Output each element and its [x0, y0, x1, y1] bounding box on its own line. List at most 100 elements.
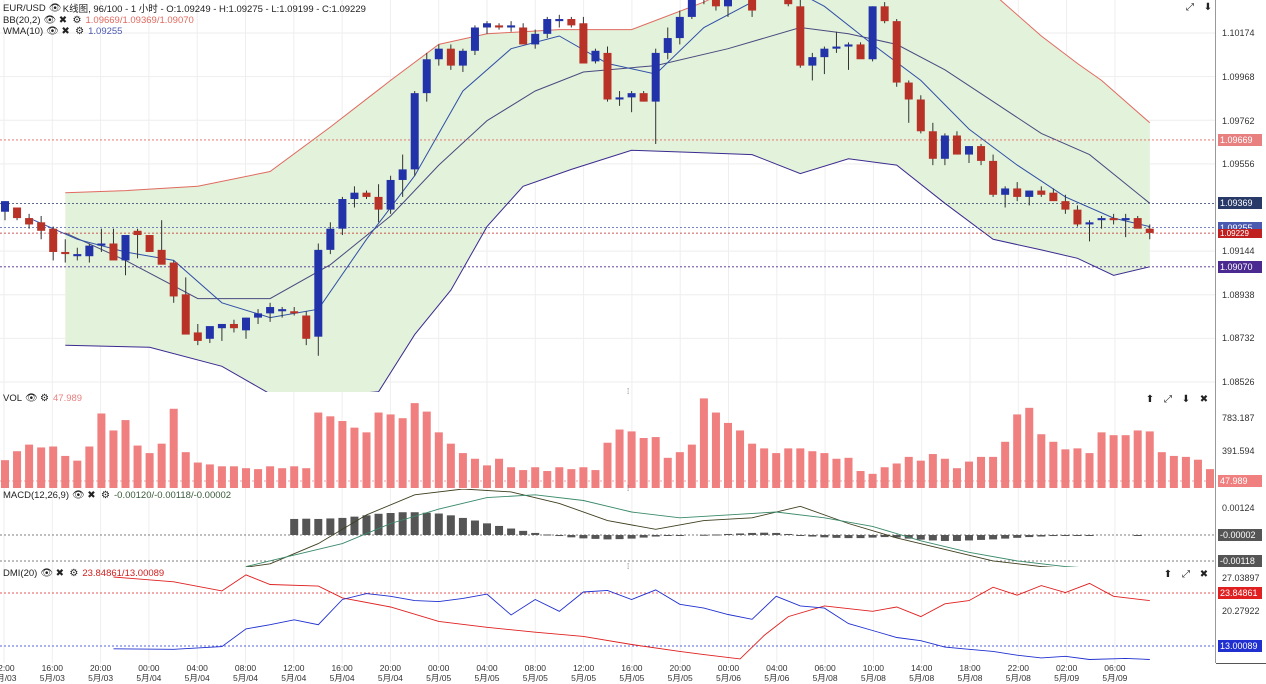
expand-icon[interactable]: ⤢: [1164, 394, 1172, 405]
time-label-hour: 22:00: [1007, 663, 1029, 673]
candle: [796, 6, 805, 66]
macd-hist-bar: [1025, 535, 1034, 538]
time-label-hour: 12:00: [283, 663, 305, 673]
candle: [1073, 209, 1082, 225]
pane-resize-handle[interactable]: ⁞: [627, 387, 630, 396]
candle: [37, 222, 46, 231]
time-label: 02:00 5月/09: [1052, 663, 1082, 683]
dmi-pane[interactable]: DMI(20) 👁 ✖ ⚙ 23.84861/13.00089 ⬆ ⤢ ✖ 27…: [0, 567, 1266, 664]
candle: [85, 245, 94, 257]
eye-icon[interactable]: 👁: [46, 26, 59, 37]
ohlc-readout: K线图, 96/100 - 1 小时 - O:1.09249 - H:1.092…: [62, 4, 366, 15]
pane-resize-handle[interactable]: ⁞: [627, 484, 630, 493]
price-tick: 1.10174: [1222, 28, 1255, 38]
time-label-hour: 00:00: [717, 663, 740, 673]
volume-bar: [796, 448, 805, 488]
gear-icon[interactable]: ⚙: [69, 568, 79, 579]
gear-icon[interactable]: ⚙: [72, 15, 82, 26]
gear-icon[interactable]: ⚙: [101, 490, 110, 501]
volume-bar: [603, 442, 612, 488]
volume-bar: [314, 412, 323, 488]
volume-bar: [651, 437, 660, 488]
vol-label: VOL: [3, 393, 23, 404]
time-label-date: 5月/08: [812, 673, 838, 683]
volume-bar: [434, 432, 443, 488]
macd-hist-bar: [591, 535, 600, 539]
macd-hist-bar: [470, 520, 479, 535]
candle: [651, 52, 660, 102]
macd-values: -0.00120/-0.00118/-0.00002: [114, 490, 232, 501]
expand-icon[interactable]: ⤢: [1186, 2, 1194, 13]
vol-tick: 783.187: [1222, 413, 1255, 423]
move-down-icon[interactable]: ⬇: [1181, 394, 1191, 405]
candle: [25, 218, 34, 225]
price-tick: 1.09556: [1222, 159, 1255, 169]
macd-hist-bar: [663, 535, 672, 536]
candle: [483, 23, 491, 28]
eye-icon[interactable]: 👁: [40, 568, 54, 579]
price-pane[interactable]: EUR/USD 👁 K线图, 96/100 - 1 小时 - O:1.09249…: [0, 0, 1266, 393]
macd-hist-bar: [808, 535, 817, 537]
close-icon[interactable]: ✖: [1199, 569, 1209, 580]
bb-label: BB(20,2): [3, 15, 41, 26]
move-up-icon[interactable]: ⬆: [1145, 394, 1155, 405]
volume-pane[interactable]: VOL 👁 ⚙ 47.989 ⬆ ⤢ ⬇ ✖ 783.187 391.594 4…: [0, 392, 1266, 490]
candle: [1133, 218, 1142, 229]
volume-bar: [772, 453, 781, 488]
time-label: 00:00 5月/06: [714, 663, 744, 683]
dmi-legend: DMI(20) 👁 ✖ ⚙ 23.84861/13.00089: [3, 568, 164, 579]
time-label: 20:00 5月/04: [375, 663, 405, 683]
macd-line: [244, 489, 1056, 567]
gear-icon[interactable]: ⚙: [75, 26, 85, 37]
eye-icon[interactable]: 👁: [48, 2, 62, 14]
close-icon[interactable]: ✖: [1199, 394, 1209, 405]
close-icon[interactable]: ✖: [61, 26, 70, 37]
bb-mid-badge: 1.09369: [1218, 197, 1262, 209]
volume-bar: [1097, 432, 1106, 488]
close-icon[interactable]: ✖: [87, 490, 96, 501]
macd-hist-bar: [952, 535, 961, 541]
candle: [73, 254, 82, 257]
time-label-date: 5月/09: [1102, 673, 1128, 683]
close-icon[interactable]: ✖: [55, 568, 64, 579]
candle: [157, 249, 166, 265]
time-label: 14:00 5月/08: [907, 663, 937, 683]
candle: [242, 317, 250, 331]
macd-hist-bar: [820, 535, 829, 538]
candle: [675, 16, 684, 39]
move-down-icon[interactable]: ⬇: [1203, 2, 1213, 13]
candle: [314, 249, 323, 337]
move-up-icon[interactable]: ⬆: [1163, 569, 1173, 580]
volume-bar: [302, 468, 311, 488]
pane-resize-handle[interactable]: ⁞: [627, 562, 630, 571]
candle: [965, 146, 973, 155]
macd-pane[interactable]: MACD(12,26,9) 👁 ✖ ⚙ -0.00120/-0.00118/-0…: [0, 489, 1266, 568]
candlestick-chart[interactable]: [0, 0, 1216, 392]
time-label-hour: 08:00: [234, 663, 257, 673]
close-icon[interactable]: ✖: [58, 15, 68, 26]
volume-bar: [169, 408, 178, 488]
volume-bar: [820, 453, 829, 488]
price-legend: EUR/USD 👁 K线图, 96/100 - 1 小时 - O:1.09249…: [3, 1, 366, 38]
time-label: 04:00 5月/05: [472, 663, 502, 683]
gear-icon[interactable]: ⚙: [40, 393, 49, 404]
candle: [386, 179, 395, 210]
candle: [1049, 192, 1058, 202]
candle: [507, 25, 516, 28]
time-label: 00:00 5月/05: [424, 663, 454, 683]
volume-bar: [856, 471, 865, 488]
symbol-label: EUR/USD: [3, 2, 46, 14]
macd-hist-bar: [627, 535, 636, 539]
bb-values: 1.09669/1.09369/1.09070: [85, 15, 194, 26]
eye-icon[interactable]: 👁: [43, 15, 57, 26]
bb-band-fill: [65, 0, 1150, 392]
dmi-label: DMI(20): [3, 568, 38, 579]
volume-bar: [1013, 414, 1022, 488]
candle: [820, 48, 829, 58]
expand-icon[interactable]: ⤢: [1182, 569, 1190, 580]
eye-icon[interactable]: 👁: [25, 393, 38, 404]
time-label: 16:00 5月/05: [617, 663, 647, 683]
eye-icon[interactable]: 👁: [72, 490, 85, 501]
candle: [350, 192, 359, 200]
